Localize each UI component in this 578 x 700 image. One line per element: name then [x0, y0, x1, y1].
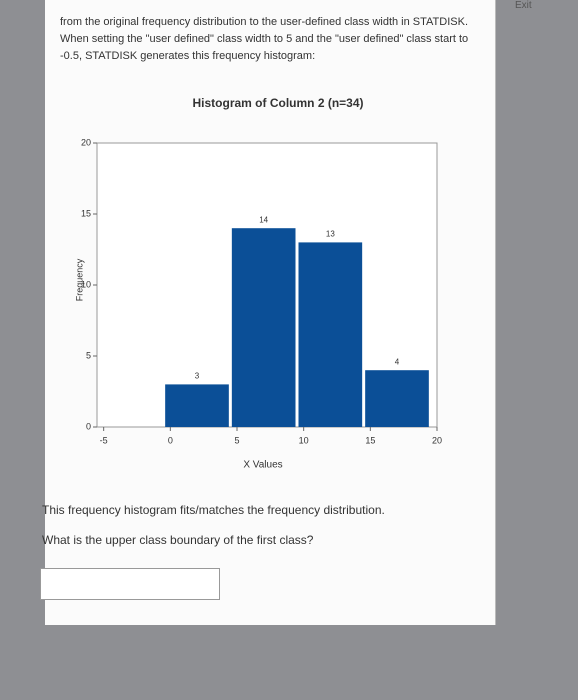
bar — [231, 228, 296, 427]
bar — [165, 384, 229, 427]
x-tick-label: -5 — [100, 435, 108, 445]
statement-text: This frequency histogram fits/matches th… — [42, 503, 385, 517]
x-tick-label: 5 — [234, 435, 239, 445]
bar-label: 4 — [395, 357, 400, 366]
y-tick-label: 0 — [86, 421, 91, 431]
x-tick-label: 0 — [168, 435, 173, 445]
exit-button[interactable]: Exit — [515, 0, 532, 11]
y-tick-label: 15 — [81, 208, 91, 218]
chart-title: Histogram of Column 2 (n=34) — [192, 96, 363, 110]
bar-label: 3 — [195, 372, 200, 381]
x-tick-label: 10 — [299, 435, 309, 445]
bar — [365, 370, 429, 427]
answer-input[interactable] — [40, 568, 220, 600]
y-tick-label: 20 — [81, 137, 91, 147]
bar-label: 13 — [326, 230, 335, 239]
x-tick-label: 15 — [365, 435, 375, 445]
intro-text: from the original frequency distribution… — [60, 16, 469, 62]
y-axis-label: Frequency — [74, 258, 84, 301]
y-tick-label: 10 — [81, 279, 91, 289]
bar-label: 14 — [259, 215, 268, 224]
question-text: What is the upper class boundary of the … — [42, 533, 314, 547]
bar — [298, 242, 363, 427]
x-tick-label: 20 — [432, 435, 442, 445]
chart: Histogram of Column 2 (n=34) X Values Fr… — [74, 96, 442, 471]
x-axis-label: X Values — [243, 460, 282, 471]
y-tick-label: 5 — [86, 350, 91, 360]
